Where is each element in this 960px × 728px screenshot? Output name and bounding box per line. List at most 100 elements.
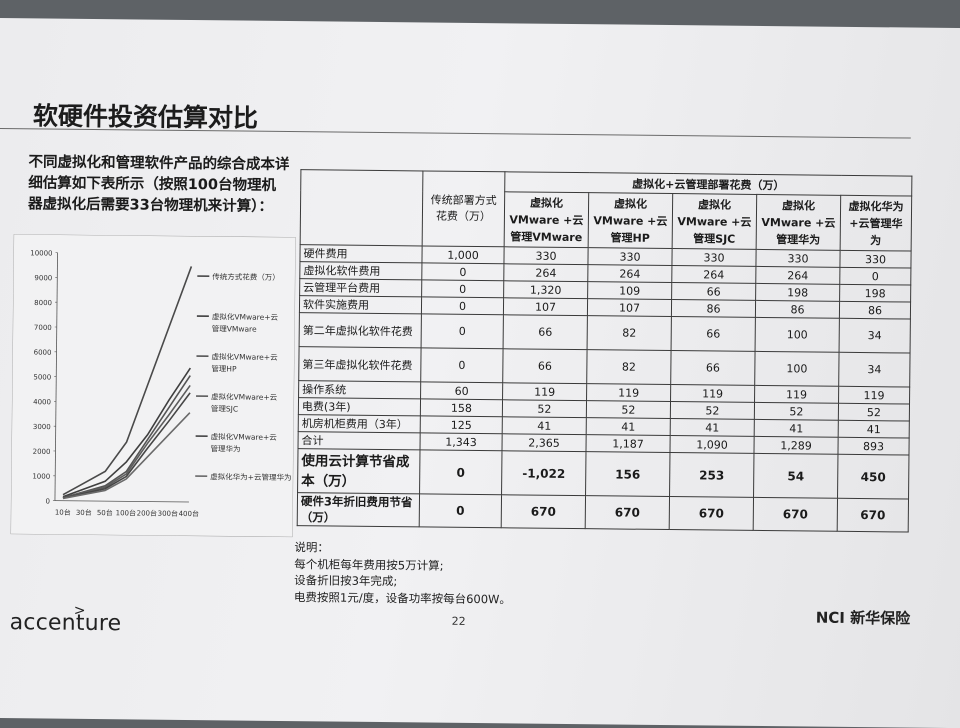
y-tick-label: 9000: [34, 274, 52, 282]
table-cell: 0: [419, 494, 501, 528]
legend-label: 虚拟化VMware+云: [211, 351, 278, 362]
legend-label: 虚拟化VMware+云: [211, 391, 278, 402]
table-cell: 1,187: [586, 435, 670, 453]
table-cell: 264: [756, 266, 840, 284]
table-cell: 66: [503, 315, 587, 350]
table-cell: 41: [754, 419, 838, 437]
table-cell: 60: [421, 382, 503, 400]
table-cell: 670: [669, 497, 753, 531]
table-cell: 41: [502, 417, 586, 435]
x-tick-label: 30台: [76, 508, 92, 517]
table-cell: 330: [756, 249, 840, 267]
intro-text: 不同虚拟化和管理软件产品的综合成本详细估算如下表所示（按照100台物理机器虚拟化…: [28, 152, 291, 218]
table-cell: 253: [670, 453, 754, 498]
y-tick-label: 4000: [33, 398, 51, 406]
table-cell: 66: [671, 317, 755, 352]
table-cell: 330: [672, 249, 756, 267]
page-number: 22: [452, 615, 466, 628]
table-cell: 109: [588, 282, 672, 300]
table-cell: 670: [837, 498, 908, 532]
table-cell: 1,000: [422, 246, 504, 264]
table-cell: 198: [756, 283, 840, 301]
table-cell: 41: [670, 419, 754, 437]
table-cell: 52: [586, 401, 670, 419]
table-cell: 0: [421, 297, 503, 315]
table-cell: 52: [502, 400, 586, 418]
legend-label: 管理VMware: [212, 323, 257, 333]
table-cell: 82: [587, 316, 671, 351]
table-cell: 125: [420, 416, 502, 434]
legend-label: 管理华为: [210, 443, 240, 453]
notes-line: 电费按照1元/度，设备功率按每台600W。: [294, 589, 511, 608]
table-cell: 41: [586, 418, 670, 436]
table-cell: 330: [840, 250, 911, 268]
y-tick-label: 5000: [33, 373, 51, 381]
table-cell: 82: [587, 350, 671, 385]
y-tick-label: 10000: [30, 249, 52, 257]
table-cell: 86: [839, 301, 910, 319]
x-tick-label: 200台: [137, 508, 157, 517]
row-label: 第二年虚拟化软件花费: [299, 313, 421, 348]
table-cell: 34: [839, 318, 910, 353]
legend-label: 虚拟化华为+云管理华为: [210, 471, 291, 482]
table-cell: 107: [503, 298, 587, 316]
row-label: 虚拟化软件费用: [300, 262, 422, 280]
table-cell: 330: [504, 247, 588, 265]
table-cell: 670: [501, 495, 585, 529]
table-cell: 893: [838, 437, 909, 455]
table-cell: 158: [420, 399, 502, 417]
table-cell: 119: [671, 385, 755, 403]
table-cell: 119: [839, 386, 910, 404]
table-cell: 1,320: [504, 281, 588, 299]
y-tick-label: 6000: [34, 349, 52, 357]
table-cell: 119: [587, 384, 671, 402]
table-cell: 54: [754, 453, 838, 498]
table-cell: -1,022: [502, 451, 586, 496]
row-label: 使用云计算节省成本（万）: [298, 449, 420, 494]
row-label: 云管理平台费用: [300, 279, 422, 297]
row-label: 硬件费用: [300, 245, 422, 263]
legend-label: 虚拟化VMware+云: [211, 431, 278, 442]
legend-label: 管理SJC: [211, 403, 238, 413]
table-cell: 119: [755, 385, 839, 403]
table-cell: 34: [839, 352, 910, 387]
y-tick-label: 7000: [34, 324, 52, 332]
y-tick-label: 8000: [34, 299, 52, 307]
table-cell: 450: [838, 454, 909, 499]
header-column: 虚拟化VMware +云管理VMware: [504, 192, 589, 248]
table-cell: 52: [670, 402, 754, 420]
row-label: 操作系统: [299, 381, 421, 399]
table-cell: 52: [838, 403, 909, 421]
y-tick-label: 2000: [33, 448, 51, 456]
table-cell: 264: [504, 264, 588, 282]
notes: 说明： 每个机柜每年费用按5万计算; 设备折旧按3年完成; 电费按照1元/度，设…: [294, 539, 512, 607]
table-cell: 41: [838, 420, 909, 438]
table-cell: 1,090: [670, 436, 754, 454]
row-label: 机房机柜费用（3年）: [298, 415, 420, 433]
table-cell: 66: [672, 283, 756, 301]
cost-line-chart: 0100020003000400050006000700080009000100…: [11, 234, 296, 537]
table-cell: 86: [755, 300, 839, 318]
x-tick-label: 10台: [55, 508, 71, 517]
x-tick-label: 100台: [116, 508, 136, 517]
table-corner-cell: [300, 170, 423, 246]
table-cell: 100: [755, 351, 839, 386]
table-cell: 0: [422, 263, 504, 281]
cost-table-container: 传统部署方式花费（万） 虚拟化+云管理部署花费（万） 虚拟化VMware +云管…: [297, 169, 913, 532]
table-cell: 107: [587, 299, 671, 317]
row-label: 硬件3年折旧费用节省（万）: [297, 493, 419, 527]
notes-heading: 说明：: [294, 539, 511, 558]
x-tick-label: 50台: [97, 508, 113, 517]
table-cell: 0: [420, 450, 502, 495]
table-cell: 0: [840, 267, 911, 285]
cost-table: 传统部署方式花费（万） 虚拟化+云管理部署花费（万） 虚拟化VMware +云管…: [297, 169, 913, 532]
row-label: 第三年虚拟化软件花费: [299, 347, 421, 382]
table-cell: 66: [503, 349, 587, 384]
legend-label: 虚拟化VMware+云: [212, 311, 279, 322]
row-label: 软件实施费用: [299, 296, 421, 314]
legend-label: 传统方式花费（万）: [212, 271, 280, 282]
table-cell: 52: [754, 402, 838, 420]
table-cell: 100: [755, 317, 839, 352]
